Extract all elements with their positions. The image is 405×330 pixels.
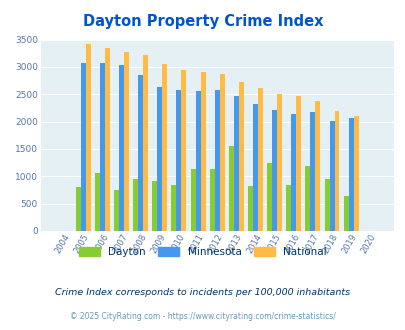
Bar <box>95 173 100 231</box>
Bar <box>334 111 339 231</box>
Bar <box>277 94 281 231</box>
Bar <box>209 169 214 231</box>
Bar <box>124 52 129 231</box>
Bar <box>114 190 119 231</box>
Legend: Dayton, Minnesota, National: Dayton, Minnesota, National <box>76 244 329 260</box>
Bar <box>247 186 252 231</box>
Bar <box>266 163 271 231</box>
Bar <box>190 169 195 231</box>
Bar <box>138 75 143 231</box>
Bar <box>171 184 176 231</box>
Bar <box>162 64 167 231</box>
Bar <box>343 196 348 231</box>
Bar <box>305 166 310 231</box>
Bar <box>85 44 90 231</box>
Bar <box>181 70 186 231</box>
Bar <box>119 65 124 231</box>
Text: Dayton Property Crime Index: Dayton Property Crime Index <box>83 14 322 29</box>
Bar <box>315 101 320 231</box>
Bar <box>238 82 243 231</box>
Bar <box>257 88 262 231</box>
Bar <box>219 74 224 231</box>
Text: © 2025 CityRating.com - https://www.cityrating.com/crime-statistics/: © 2025 CityRating.com - https://www.city… <box>70 312 335 321</box>
Bar <box>133 179 138 231</box>
Bar <box>152 181 157 231</box>
Bar <box>100 63 104 231</box>
Bar <box>324 179 329 231</box>
Bar <box>176 90 181 231</box>
Bar <box>348 118 353 231</box>
Bar <box>195 91 200 231</box>
Bar <box>76 187 81 231</box>
Bar <box>157 87 162 231</box>
Bar <box>228 146 233 231</box>
Bar <box>271 110 277 231</box>
Bar <box>143 55 148 231</box>
Bar <box>329 121 334 231</box>
Bar <box>233 96 238 231</box>
Bar <box>104 49 110 231</box>
Bar <box>214 90 219 231</box>
Text: Crime Index corresponds to incidents per 100,000 inhabitants: Crime Index corresponds to incidents per… <box>55 287 350 297</box>
Bar <box>286 185 290 231</box>
Bar <box>252 104 257 231</box>
Bar <box>290 114 296 231</box>
Bar <box>353 116 358 231</box>
Bar <box>296 96 301 231</box>
Bar <box>310 112 315 231</box>
Bar <box>200 72 205 231</box>
Bar <box>81 63 85 231</box>
